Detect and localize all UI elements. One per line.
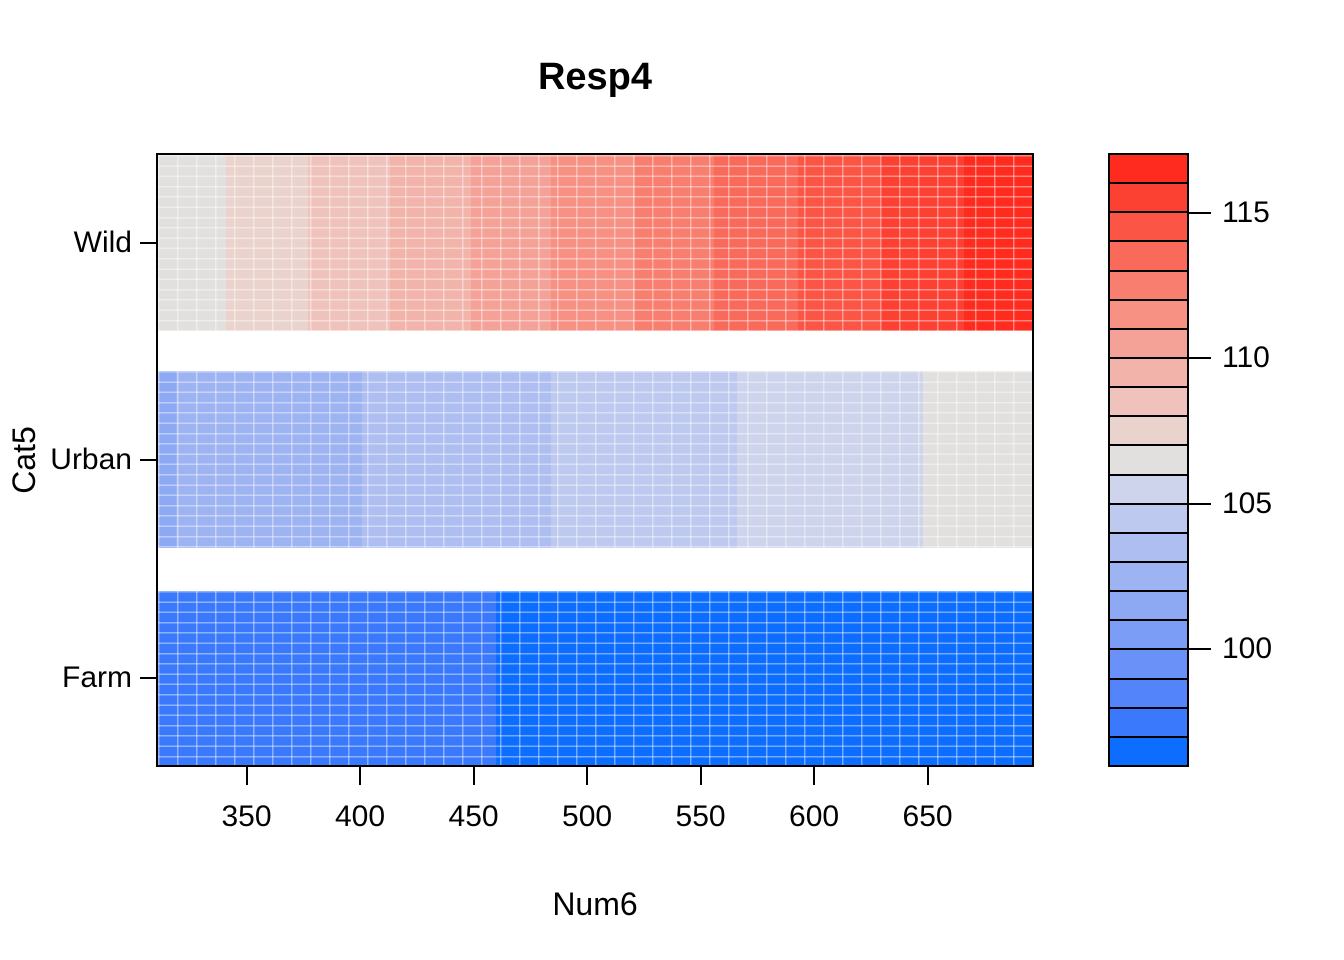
color-key-segment [1110,444,1187,474]
color-key-segment [1110,269,1187,299]
color-key-tick [1189,502,1211,505]
heatmap-cell-block [634,155,715,331]
color-key-tick [1189,357,1211,360]
color-key-segment [1110,386,1187,416]
x-tick-label: 500 [562,800,613,833]
heatmap-cell-block [389,155,472,331]
x-tick [472,767,475,785]
color-key-tick [1189,212,1211,215]
chart-title: Resp4 [537,56,653,98]
heatmap-cell-block [798,155,880,331]
color-key-segment [1110,298,1187,328]
color-key-segment [1110,677,1187,707]
heatmap-cell-block [496,591,1032,765]
cell-grid-lines [158,591,1032,765]
plot-area [156,153,1034,767]
heatmap-cell-block [226,155,308,331]
color-key-tick-label: 100 [1222,631,1273,665]
y-tick [140,677,158,679]
x-tick-label: 600 [789,800,840,833]
color-key-tick-label: 110 [1222,341,1270,375]
color-key-segment [1110,327,1187,357]
color-key-tick-label: 115 [1222,196,1270,230]
x-tick [359,767,362,785]
heatmap-cell-block [963,155,1032,331]
x-tick [586,767,589,785]
y-tick [140,242,158,244]
y-tick-label-urban: Urban [50,442,132,476]
heatmap-cell-block [176,371,363,548]
heatmap-cell-block [362,371,551,548]
color-key-segment [1110,211,1187,241]
color-key-segment [1110,240,1187,270]
x-axis-title: Num6 [552,886,638,922]
y-tick-label-farm: Farm [62,661,132,694]
x-tick [926,767,929,785]
cell-grid-lines [158,371,1032,548]
color-key-segment [1110,735,1187,765]
color-key-segment [1110,590,1187,620]
heatmap-cell-block [158,155,227,331]
color-key-tick [1189,647,1211,650]
color-key [1108,153,1189,767]
color-key-segment [1110,531,1187,561]
color-key-segment [1110,182,1187,212]
x-tick [245,767,248,785]
color-key-segment [1110,155,1187,183]
x-tick [813,767,816,785]
x-tick [699,767,702,785]
heatmap-cell-block [923,371,1032,548]
heatmap-cell-block [307,155,390,331]
y-tick-label-wild: Wild [73,226,132,259]
heatmap-band-farm [158,591,1032,765]
color-key-segment [1110,473,1187,503]
heatmap-cell-block [736,371,924,548]
x-tick-label: 400 [335,800,386,833]
heatmap-cell-block [879,155,964,331]
heatmap-cell-block [158,591,497,765]
color-key-segment [1110,560,1187,591]
color-key-tick-label: 105 [1222,486,1273,520]
color-key-segment [1110,619,1187,649]
x-tick-label: 350 [221,800,272,833]
heatmap-band-wild [158,155,1032,331]
x-tick-label: 550 [675,800,726,833]
color-key-segment [1110,356,1187,387]
color-key-segment [1110,706,1187,736]
color-key-segment [1110,648,1187,678]
x-tick-label: 650 [902,800,953,833]
heatmap-band-urban [158,371,1032,548]
heatmap-cell-block [550,155,635,331]
heatmap-cell-block [471,155,551,331]
x-tick-label: 450 [448,800,499,833]
cell-grid-lines [158,155,1032,331]
heatmap-cell-block [714,155,799,331]
color-key-segment [1110,502,1187,532]
heatmap-cell-block [550,371,737,548]
heatmap-cell-block [158,371,177,548]
color-key-segment [1110,415,1187,445]
y-tick [140,458,158,461]
